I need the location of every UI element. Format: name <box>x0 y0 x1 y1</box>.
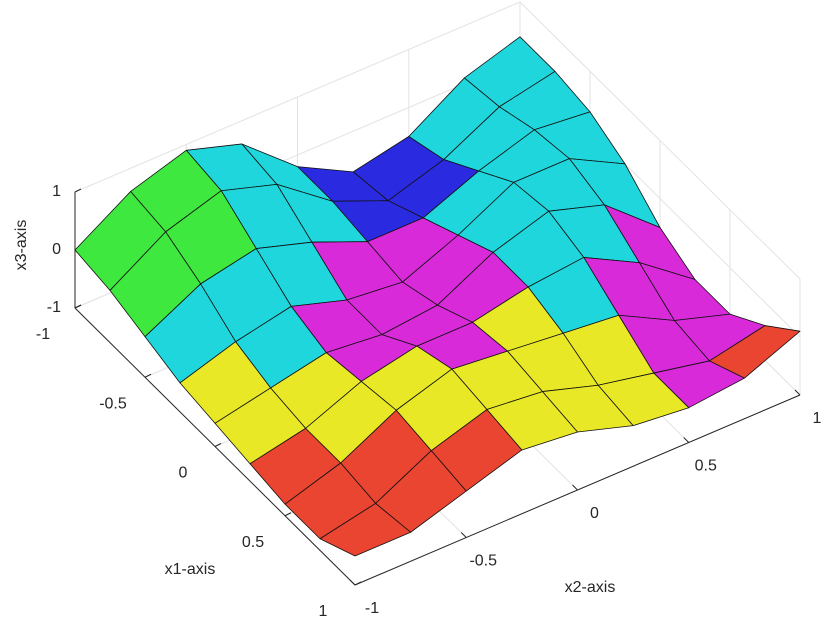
x2-tick-label: 1 <box>813 410 822 427</box>
surface-patch <box>319 503 412 557</box>
x2-tick <box>460 532 467 538</box>
grid-line <box>519 1 801 280</box>
x1-tick-label: 0 <box>179 465 188 482</box>
x1-tick-label: -0.5 <box>99 395 127 412</box>
x1-axis-title: x1-axis <box>165 561 216 578</box>
x2-tick <box>349 579 356 586</box>
x2-tick <box>572 484 578 491</box>
x1-tick <box>214 443 222 447</box>
x3-tick <box>74 304 82 309</box>
x3-tick-label: -1 <box>47 299 61 316</box>
x2-tick-label: -1 <box>365 600 379 617</box>
x3-tick-label: 0 <box>52 241 61 258</box>
x2-tick <box>683 437 690 443</box>
x3-axis-title: x3-axis <box>13 220 30 271</box>
x2-tick-label: 0.5 <box>695 458 717 475</box>
x2-tick <box>794 389 801 396</box>
x1-tick <box>284 512 292 517</box>
x2-tick-label: -0.5 <box>469 553 497 570</box>
x1-tick-label: 1 <box>319 603 328 620</box>
x1-tick <box>354 581 362 586</box>
x3-tick <box>74 188 82 193</box>
x1-tick-label: -1 <box>36 326 50 343</box>
x1-tick <box>144 373 152 378</box>
x2-axis-title: x2-axis <box>565 579 616 596</box>
grid-line <box>74 1 521 193</box>
x3-tick-label: 1 <box>52 183 61 200</box>
x1-tick-label: 0.5 <box>242 534 264 551</box>
x2-tick-label: 0 <box>590 505 599 522</box>
